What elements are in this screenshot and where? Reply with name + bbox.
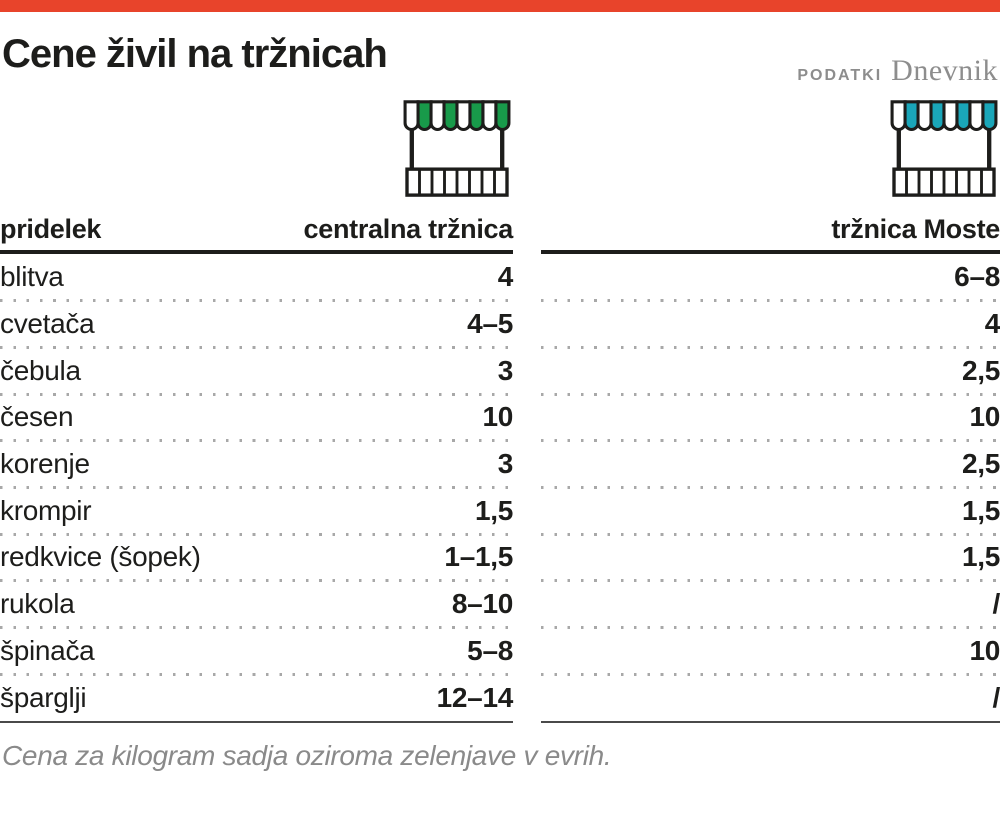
table-row: redkvice (šopek) 1–1,5 [0,532,513,581]
price-central: 3 [497,354,514,386]
table-row: 1,5 [541,485,1000,534]
product-name: cvetača [0,308,95,340]
product-name: redkvice (šopek) [0,541,201,573]
table-row: 4 [541,299,1000,348]
product-name: čebula [0,354,81,386]
price-central: 1–1,5 [444,541,513,573]
product-name: šparglji [0,681,87,713]
price-moste: / [992,681,1000,713]
price-moste: 10 [969,634,1000,666]
table-row: korenje 3 [0,439,514,488]
price-moste: 4 [984,308,1000,340]
product-name: blitva [0,261,64,293]
price-central: 5–8 [467,634,513,666]
table-row: krompir 1,5 [0,485,513,534]
header: Cene živil na tržnicah PODATKI Dnevnik [0,12,1000,98]
data-source: PODATKI Dnevnik [797,54,998,88]
price-moste: / [992,588,1000,620]
moste-market-header: tržnica Moste [831,214,1000,244]
price-moste: 2,5 [961,448,1000,480]
column-trznica-moste: tržnica Moste 6–8 4 2,5 10 2,5 1,5 1,5 /… [541,98,1000,723]
table-row: špinača 5–8 [0,626,513,675]
rows-moste: 6–8 4 2,5 10 2,5 1,5 1,5 / 10 / [541,254,1000,723]
price-central: 10 [482,401,513,433]
price-central: 4–5 [467,308,513,340]
product-column-header: pridelek [0,214,102,244]
icon-wrap-moste [541,98,1000,198]
column-centralna-trznica: pridelek centralna tržnica blitva 4 cveta… [0,98,513,723]
product-name: korenje [0,448,90,480]
table-row: blitva 4 [0,254,513,301]
market-stall-teal-icon [890,100,998,197]
price-central: 3 [497,448,514,480]
table-row: šparglji 12–14 [0,672,514,721]
table-header-right: tržnica Moste [541,206,1000,254]
table-row: / [541,672,1000,721]
page-title: Cene živil na tržnicah [2,32,388,76]
table-row: 10 [541,392,1000,441]
product-name: špinača [0,634,95,666]
table-row: 6–8 [541,254,1000,301]
central-market-header: centralna tržnica [303,214,514,244]
product-name: krompir [0,494,92,526]
product-name: rukola [0,588,75,620]
price-moste: 2,5 [961,354,1000,386]
table-row: 2,5 [541,345,1000,394]
rows-central: blitva 4 cvetača 4–5 čebula 3 česen 10 koren… [0,254,513,723]
table-row: 2,5 [541,439,1000,488]
price-central: 8–10 [451,588,513,620]
price-moste: 1,5 [961,541,1000,573]
table-row: 1,5 [541,532,1000,581]
icon-wrap-central [0,98,513,198]
product-name: česen [0,401,74,433]
market-stall-green-icon [403,100,511,197]
footnote: Cena za kilogram sadja oziroma zelenjave… [2,739,612,771]
source-label: PODATKI [797,67,883,84]
table-row: čebula 3 [0,345,514,394]
table-row: 10 [541,626,1000,675]
price-central: 12–14 [436,681,514,713]
table-row: / [541,579,1000,628]
price-moste: 6–8 [954,261,1000,293]
price-table: pridelek centralna tržnica blitva 4 cveta… [0,98,1000,723]
top-accent-bar [0,0,1000,12]
price-central: 1,5 [474,494,513,526]
source-publisher: Dnevnik [891,54,998,87]
table-header-left: pridelek centralna tržnica [0,206,513,254]
price-moste: 10 [969,401,1000,433]
table-row: česen 10 [0,392,513,441]
table-row: cvetača 4–5 [0,299,513,348]
price-moste: 1,5 [961,494,1000,526]
price-central: 4 [497,261,514,293]
table-row: rukola 8–10 [0,579,513,628]
